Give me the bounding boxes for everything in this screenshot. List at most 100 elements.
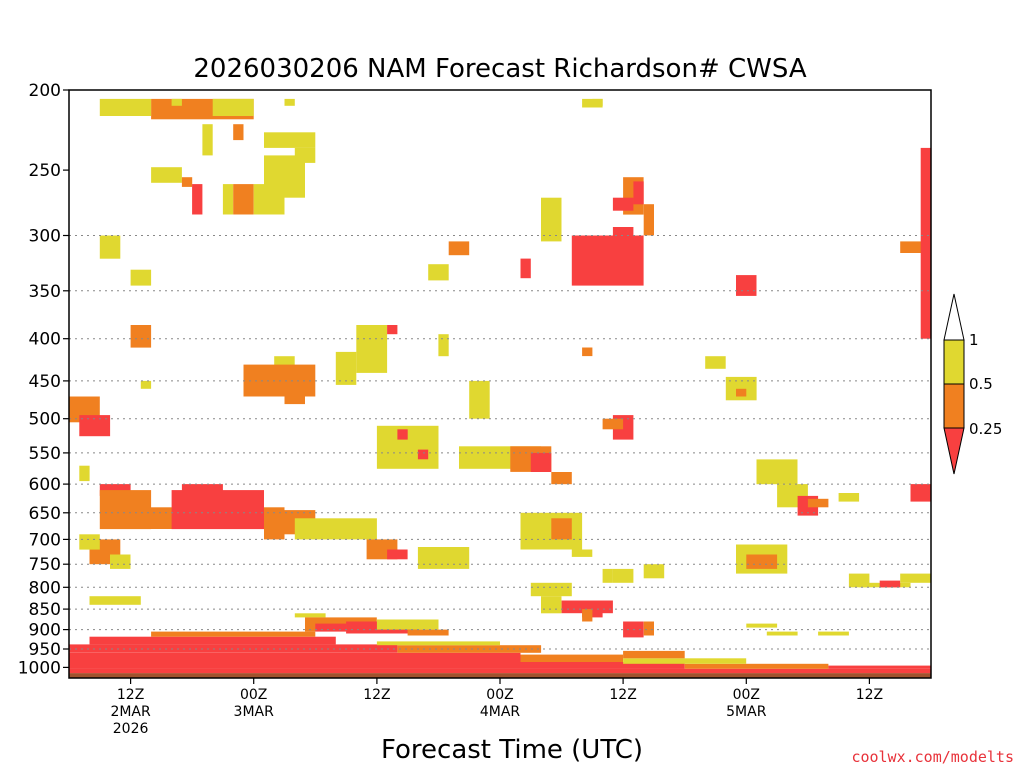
x-tick-label: 2MAR <box>110 704 151 720</box>
boundary-layer-bands <box>69 631 931 678</box>
data-cells <box>69 98 931 638</box>
ri-cell <box>79 465 90 482</box>
legend-label-1: 1 <box>969 331 979 349</box>
x-tick-label: 3MAR <box>234 704 275 720</box>
x-tick-label: 4MAR <box>480 704 521 720</box>
ri-cell <box>376 619 439 630</box>
ground-layer <box>69 673 931 678</box>
ri-cell <box>438 334 449 357</box>
ri-cell <box>284 98 295 106</box>
boundary-layer-band <box>623 658 747 664</box>
ri-cell <box>233 184 254 215</box>
ri-cell <box>294 518 377 540</box>
ri-cell <box>181 177 193 187</box>
ri-cell <box>541 596 562 614</box>
ri-cell <box>551 472 572 485</box>
x-tick-label: 00Z <box>240 687 267 703</box>
y-tick-label: 750 <box>29 555 61 575</box>
ri-cell <box>736 275 757 296</box>
y-tick-label: 400 <box>29 330 61 350</box>
ri-cell <box>602 568 613 583</box>
ri-cell <box>335 351 357 385</box>
legend-swatch-white <box>943 293 965 341</box>
boundary-layer-band <box>520 654 624 662</box>
ri-cell <box>192 184 203 215</box>
ri-cell <box>551 518 572 540</box>
ri-cell <box>879 580 901 588</box>
boundary-layer-band <box>684 663 829 669</box>
x-axis-label: Forecast Time (UTC) <box>381 735 643 765</box>
ri-cell <box>541 197 562 242</box>
boundary-layer-band <box>397 645 542 653</box>
x-tick-label: 12Z <box>117 687 144 703</box>
boundary-layer-band <box>69 644 398 653</box>
ri-cell <box>592 98 603 106</box>
ri-cell <box>294 147 316 163</box>
ri-cell <box>356 325 388 373</box>
ri-cell <box>612 568 634 583</box>
x-tick-label: 12Z <box>363 687 390 703</box>
gridlines <box>69 235 931 650</box>
ri-cell <box>920 147 931 339</box>
legend-label-0-5: 0.5 <box>969 375 993 393</box>
ri-cell <box>376 425 439 469</box>
ri-cell <box>900 241 931 253</box>
ri-cell <box>612 197 634 211</box>
ri-cell <box>725 376 757 401</box>
ri-cell <box>181 484 223 496</box>
plot-frame <box>68 89 932 679</box>
x-tick-label: 5MAR <box>726 704 767 720</box>
ri-cell <box>294 613 326 618</box>
y-tick-label: 500 <box>29 410 61 430</box>
ri-cell <box>756 459 798 485</box>
ri-cell <box>99 484 131 496</box>
y-tick-label: 950 <box>29 640 61 660</box>
ri-cell <box>387 549 408 560</box>
ri-cell <box>397 429 408 440</box>
y-tick-label: 650 <box>29 504 61 524</box>
ri-cell <box>264 507 285 540</box>
ri-cell <box>202 124 213 156</box>
boundary-layer-band <box>69 668 931 674</box>
y-tick-label: 1000 <box>18 658 61 678</box>
x-tick-label: 2026 <box>113 721 149 737</box>
ri-cell <box>900 573 931 583</box>
ri-cell <box>818 631 849 636</box>
boundary-layer-band <box>828 665 931 669</box>
ri-cell <box>582 98 603 108</box>
ri-cell <box>520 258 531 279</box>
ri-cell <box>582 609 593 622</box>
ri-cell <box>571 235 644 286</box>
ri-cell <box>130 325 152 348</box>
ri-cell <box>222 184 234 215</box>
x-tick-label: 12Z <box>856 687 883 703</box>
y-tick-label: 300 <box>29 227 61 247</box>
ri-cell <box>643 204 654 236</box>
x-tick-label: 00Z <box>486 687 513 703</box>
ri-cell <box>838 493 860 502</box>
ri-cell <box>284 372 305 405</box>
ri-cell <box>89 596 141 605</box>
ri-cell <box>469 380 490 419</box>
ri-cell <box>99 235 121 259</box>
ri-cell <box>233 124 244 141</box>
ri-cell <box>407 629 449 636</box>
y-tick-label: 600 <box>29 475 61 495</box>
y-tick-label: 350 <box>29 282 61 302</box>
ri-cell <box>130 269 152 286</box>
y-tick-label: 850 <box>29 600 61 620</box>
boundary-layer-band <box>151 631 316 637</box>
ri-cell <box>110 554 131 569</box>
ri-cell <box>643 621 654 636</box>
ri-cell <box>705 356 726 369</box>
ri-cell <box>417 547 470 569</box>
ri-cell <box>766 631 798 636</box>
boundary-layer-band <box>623 650 685 659</box>
ri-cell <box>212 98 254 116</box>
ri-cell <box>448 241 470 256</box>
y-tick-label: 800 <box>29 578 61 598</box>
chart-title: 2026030206 NAM Forecast Richardson# CWSA <box>193 54 806 84</box>
ri-cell <box>264 132 316 148</box>
